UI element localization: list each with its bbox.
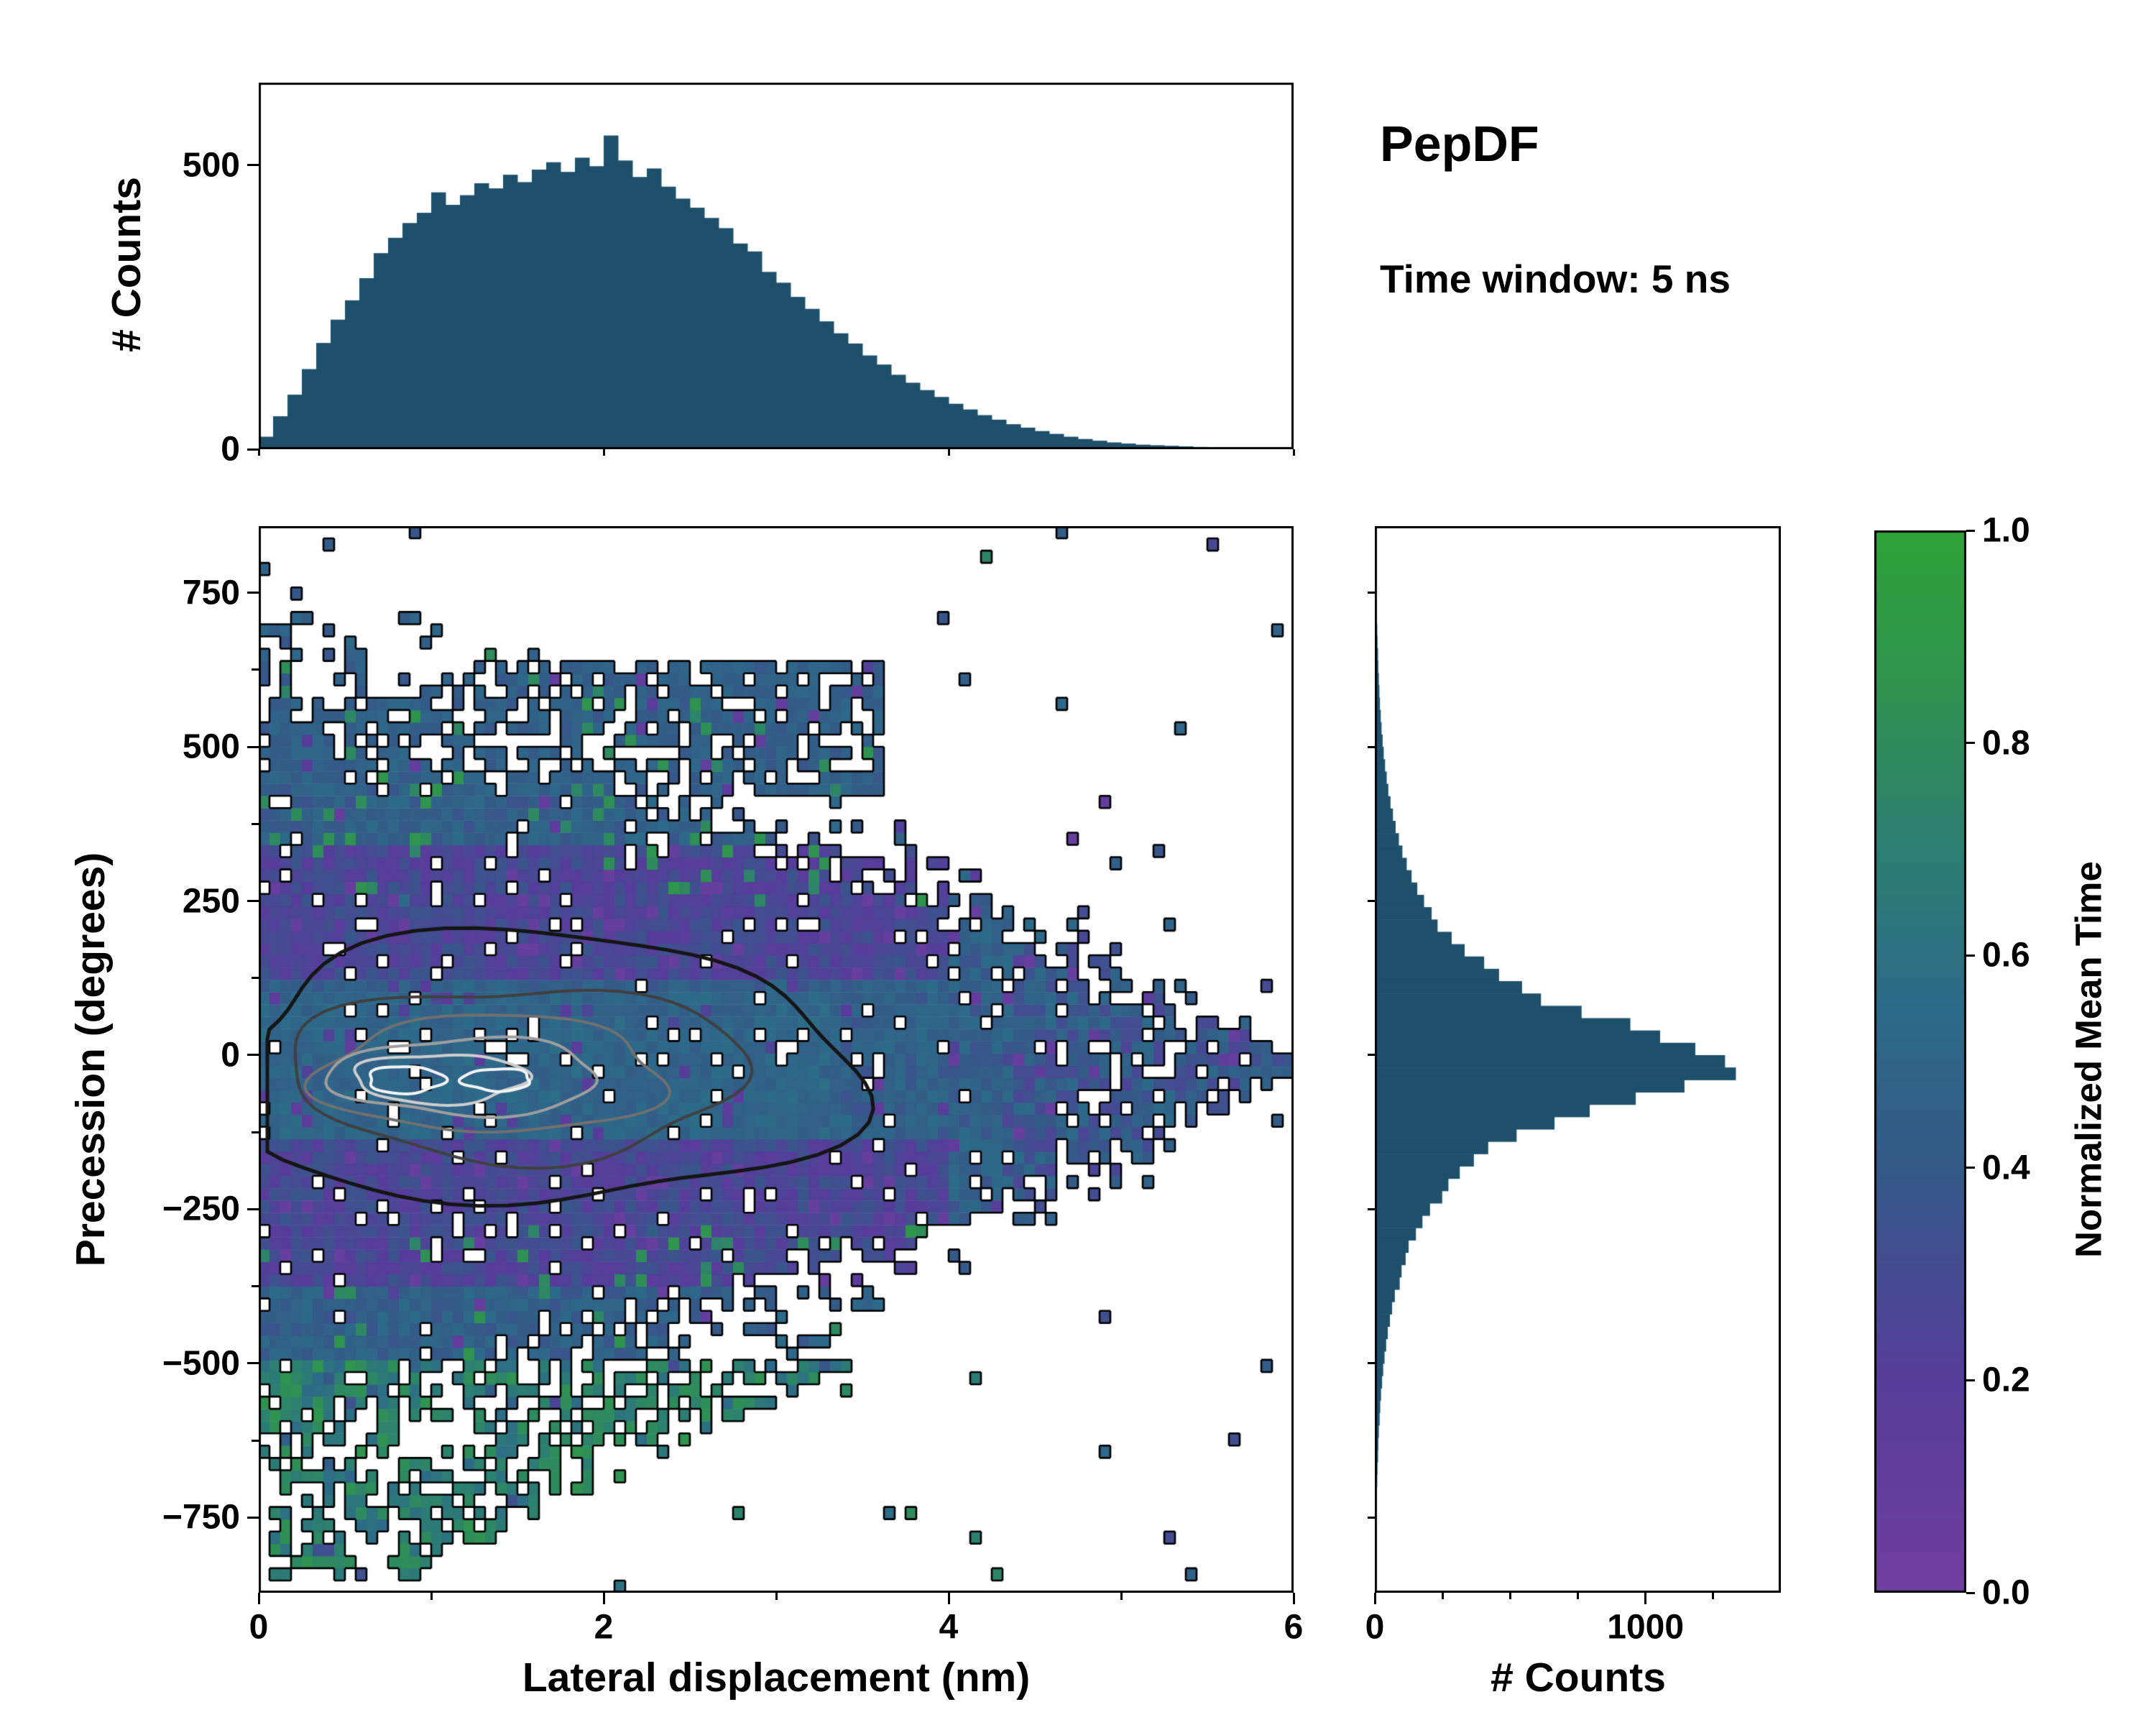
- axis-tick: [1368, 1362, 1375, 1365]
- axis-tick: [947, 1593, 950, 1604]
- annotation-subtitle: Time window: 5 ns: [1380, 257, 1731, 301]
- tick-label: 6: [1284, 1608, 1304, 1647]
- tick-label: 0: [1365, 1608, 1385, 1647]
- main-xlabel: Lateral displacement (nm): [522, 1655, 1031, 1701]
- axis-tick: [252, 977, 259, 980]
- tick-label: 0: [221, 430, 240, 469]
- axis-tick: [1508, 1593, 1511, 1599]
- axis-tick: [247, 448, 259, 451]
- axis-tick: [602, 1593, 605, 1604]
- axis-tick: [247, 745, 259, 748]
- axis-tick: [252, 668, 259, 671]
- axis-tick: [1292, 1593, 1295, 1604]
- axis-tick: [1966, 1167, 1975, 1169]
- tick-label: −750: [162, 1498, 240, 1537]
- axis-tick: [1368, 1208, 1375, 1210]
- axis-tick: [1368, 1054, 1375, 1057]
- axis-tick: [1577, 1593, 1579, 1599]
- axis-tick: [1966, 1591, 1975, 1594]
- axis-tick: [247, 1516, 259, 1519]
- tick-label: 750: [182, 574, 240, 612]
- main-ylabel: Precession (degrees): [68, 852, 114, 1267]
- tick-label: 250: [182, 882, 240, 921]
- tick-label: 0.8: [1982, 724, 2030, 763]
- axis-tick: [1644, 1593, 1647, 1604]
- tick-label: 0.6: [1982, 936, 2030, 975]
- axis-tick: [1368, 900, 1375, 903]
- tick-label: 2: [594, 1608, 614, 1647]
- tick-label: 500: [182, 146, 240, 185]
- axis-tick: [1966, 954, 1975, 957]
- axis-tick: [257, 1593, 260, 1604]
- axis-tick: [775, 1593, 778, 1600]
- right-hist-xlabel: # Counts: [1491, 1655, 1666, 1701]
- axis-tick: [247, 1362, 259, 1365]
- joint-heatmap: [259, 526, 1294, 1593]
- colorbar-gradient: [1874, 530, 1966, 1593]
- top-marginal-histogram: [259, 83, 1294, 449]
- right-marginal-histogram: [1375, 526, 1781, 1593]
- axis-tick: [1966, 742, 1975, 745]
- axis-tick: [1966, 529, 1975, 532]
- axis-tick: [247, 1054, 259, 1057]
- tick-label: 0: [221, 1036, 240, 1075]
- axis-tick: [1368, 745, 1375, 748]
- top-hist-ylabel: # Counts: [103, 177, 149, 352]
- tick-label: 1.0: [1982, 511, 2030, 550]
- axis-tick: [1441, 1593, 1444, 1599]
- tick-label: 0.2: [1982, 1361, 2030, 1399]
- axis-tick: [247, 1208, 259, 1210]
- tick-label: −500: [162, 1344, 240, 1383]
- axis-tick: [252, 822, 259, 825]
- tick-label: 500: [182, 727, 240, 766]
- axis-tick: [257, 449, 260, 456]
- axis-tick: [1712, 1593, 1715, 1599]
- tick-label: 0.4: [1982, 1149, 2030, 1187]
- axis-tick: [1368, 592, 1375, 594]
- axis-tick: [252, 1439, 259, 1442]
- axis-tick: [252, 1285, 259, 1288]
- tick-label: 1000: [1607, 1608, 1685, 1647]
- axis-tick: [1966, 1379, 1975, 1381]
- axis-tick: [247, 592, 259, 594]
- axis-tick: [1120, 1593, 1123, 1600]
- axis-tick: [1292, 449, 1295, 456]
- axis-tick: [602, 449, 605, 456]
- axis-tick: [430, 1593, 433, 1600]
- axis-tick: [247, 164, 259, 167]
- tick-label: 0.0: [1982, 1573, 2030, 1612]
- tick-label: 0: [249, 1608, 269, 1647]
- axis-tick: [1373, 1593, 1376, 1604]
- axis-tick: [947, 449, 950, 456]
- tick-label: 4: [939, 1608, 959, 1647]
- colorbar-label: Normalized Mean Time: [2068, 861, 2109, 1258]
- annotation-title: PepDF: [1380, 116, 1539, 172]
- axis-tick: [1368, 1516, 1375, 1519]
- axis-tick: [247, 900, 259, 903]
- axis-tick: [252, 1131, 259, 1133]
- tick-label: −250: [162, 1190, 240, 1228]
